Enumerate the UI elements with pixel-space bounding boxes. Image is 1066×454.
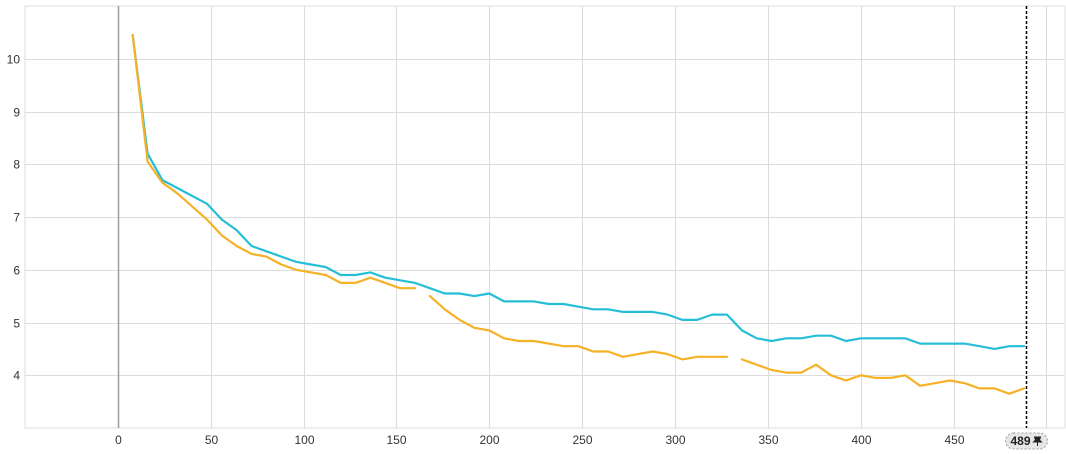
x-tick-label: 450 (944, 433, 964, 447)
y-tick-label: 9 (13, 106, 20, 120)
x-tick-label: 150 (386, 433, 406, 447)
x-tick-label: 0 (115, 433, 122, 447)
tick-labels: 0 50 100 150 200 250 300 350 400 450 4 5 6 7 8 9 10 (7, 53, 965, 448)
series-line-1 (428, 295, 729, 361)
x-tick-label: 100 (294, 433, 314, 447)
x-tick-label: 200 (479, 433, 499, 447)
x-tick-label: 400 (851, 433, 871, 447)
x-tick-label: 300 (665, 433, 685, 447)
x-cursor[interactable]: 489 (1005, 6, 1048, 450)
y-tick-label: 10 (7, 53, 21, 67)
pin-icon[interactable] (1032, 436, 1043, 446)
series-line-1 (131, 33, 417, 290)
y-tick-label: 7 (13, 211, 20, 225)
series-line-1 (740, 358, 1026, 395)
y-tick-label: 8 (13, 158, 20, 172)
cursor-value-label: 489 (1010, 434, 1030, 448)
y-tick-label: 4 (13, 369, 20, 383)
series-lines (131, 33, 1026, 395)
x-tick-label: 250 (572, 433, 592, 447)
x-tick-label: 50 (205, 433, 219, 447)
cursor-badge[interactable]: 489 (1005, 432, 1048, 450)
x-tick-label: 350 (758, 433, 778, 447)
gridlines (24, 5, 1066, 429)
y-tick-label: 6 (13, 264, 20, 278)
y-tick-label: 5 (13, 317, 20, 331)
series-line-0 (131, 33, 1026, 350)
